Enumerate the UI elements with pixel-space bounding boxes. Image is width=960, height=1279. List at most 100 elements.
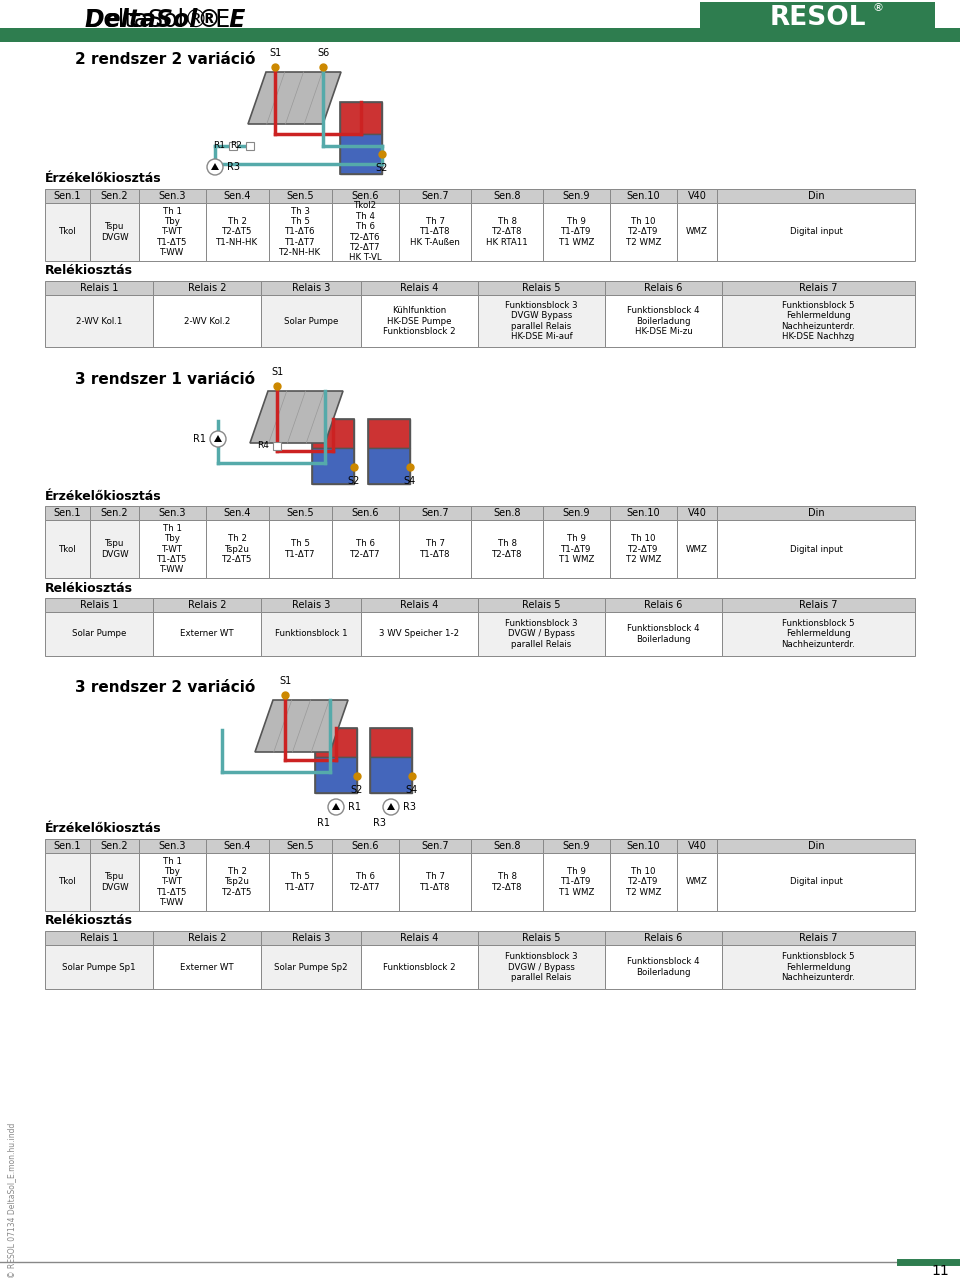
Bar: [45, 931, 153, 945]
Bar: [340, 134, 382, 174]
Bar: [153, 945, 261, 989]
Bar: [478, 281, 605, 295]
Text: Sen.3: Sen.3: [158, 191, 186, 201]
Text: V40: V40: [687, 842, 707, 851]
Text: Tspu
DVGW: Tspu DVGW: [101, 223, 129, 242]
Text: Th 9
T1-ΔT9
T1 WMZ: Th 9 T1-ΔT9 T1 WMZ: [559, 867, 594, 897]
Bar: [332, 521, 399, 578]
Bar: [605, 931, 722, 945]
Bar: [45, 506, 90, 521]
Text: Relais 2: Relais 2: [188, 283, 227, 293]
Text: Externer WT: Externer WT: [180, 629, 234, 638]
Text: R1: R1: [348, 802, 361, 812]
Text: Funktionsblock 2: Funktionsblock 2: [383, 963, 456, 972]
Text: Tspu
DVGW: Tspu DVGW: [101, 872, 129, 891]
Text: Th 6
T2-ΔT7: Th 6 T2-ΔT7: [350, 540, 381, 559]
Text: 2-WV Kol.1: 2-WV Kol.1: [76, 316, 122, 325]
Text: Solar Pumpe: Solar Pumpe: [72, 629, 126, 638]
Bar: [45, 839, 90, 853]
Bar: [206, 839, 269, 853]
Bar: [269, 521, 332, 578]
Bar: [139, 203, 206, 261]
Bar: [399, 853, 471, 911]
Text: Relékiosztás: Relékiosztás: [45, 582, 133, 595]
Text: Kühlfunktion
HK-DSE Pumpe
Funktionsblock 2: Kühlfunktion HK-DSE Pumpe Funktionsblock…: [383, 306, 456, 336]
Bar: [45, 599, 153, 611]
Bar: [677, 521, 717, 578]
Bar: [677, 506, 717, 521]
Bar: [45, 521, 90, 578]
Bar: [261, 281, 361, 295]
Text: DeltaSol® E: DeltaSol® E: [85, 8, 246, 32]
Text: Din: Din: [807, 842, 825, 851]
Text: R1: R1: [213, 142, 225, 151]
Text: 3 rendszer 1 variáció: 3 rendszer 1 variáció: [75, 371, 255, 386]
Polygon shape: [387, 803, 395, 810]
Bar: [269, 203, 332, 261]
Text: Sen.5: Sen.5: [287, 508, 314, 518]
Text: Din: Din: [807, 508, 825, 518]
Bar: [139, 853, 206, 911]
Text: Tspu
DVGW: Tspu DVGW: [101, 540, 129, 559]
Text: S2: S2: [375, 162, 388, 173]
Bar: [261, 611, 361, 656]
Text: Th 7
T1-ΔT8: Th 7 T1-ΔT8: [420, 540, 450, 559]
Bar: [610, 203, 677, 261]
Text: Th 3
Th 5
T1-ΔT6
T1-ΔT7
T2-NH-HK: Th 3 Th 5 T1-ΔT6 T1-ΔT7 T2-NH-HK: [279, 207, 322, 257]
Text: Funktionsblock 4
Boilerladung
HK-DSE Mi-zu: Funktionsblock 4 Boilerladung HK-DSE Mi-…: [627, 306, 700, 336]
Text: S1: S1: [278, 677, 291, 686]
Text: Sen.4: Sen.4: [224, 842, 252, 851]
Text: Relékiosztás: Relékiosztás: [45, 265, 133, 278]
Bar: [312, 420, 354, 448]
Text: Érzékelőkiosztás: Érzékelőkiosztás: [45, 822, 161, 835]
Bar: [361, 945, 478, 989]
Bar: [45, 945, 153, 989]
Text: Relais 5: Relais 5: [522, 932, 561, 943]
Text: Funktionsblock 3
DVGW / Bypass
parallel Relais: Funktionsblock 3 DVGW / Bypass parallel …: [505, 952, 578, 982]
Text: Relékiosztás: Relékiosztás: [45, 914, 133, 927]
Text: Funktionsblock 3
DVGW / Bypass
parallel Relais: Funktionsblock 3 DVGW / Bypass parallel …: [505, 619, 578, 648]
Bar: [315, 757, 357, 793]
Text: Relais 2: Relais 2: [188, 600, 227, 610]
Text: Funktionsblock 5
Fehlermeldung
Nachheizunterdr.: Funktionsblock 5 Fehlermeldung Nachheizu…: [781, 952, 855, 982]
Text: Sen.9: Sen.9: [563, 842, 590, 851]
Bar: [471, 506, 543, 521]
Text: Relais 7: Relais 7: [800, 932, 838, 943]
Bar: [261, 931, 361, 945]
Text: Th 5
T1-ΔT7: Th 5 T1-ΔT7: [285, 540, 316, 559]
Bar: [332, 839, 399, 853]
Bar: [605, 281, 722, 295]
Text: Relais 6: Relais 6: [644, 932, 683, 943]
Text: Relais 3: Relais 3: [292, 600, 330, 610]
Bar: [315, 728, 357, 793]
Text: Digital input: Digital input: [789, 228, 843, 237]
Bar: [45, 189, 90, 203]
Text: S2: S2: [348, 476, 360, 486]
Bar: [478, 611, 605, 656]
Bar: [153, 931, 261, 945]
Bar: [368, 448, 410, 483]
Bar: [478, 599, 605, 611]
Text: S4: S4: [404, 476, 416, 486]
Bar: [722, 931, 915, 945]
Bar: [471, 839, 543, 853]
Bar: [677, 853, 717, 911]
Bar: [45, 611, 153, 656]
Text: Érzékelőkiosztás: Érzékelőkiosztás: [45, 490, 161, 503]
Text: R2: R2: [230, 142, 242, 151]
Text: Th 2
T2-ΔT5
T1-NH-HK: Th 2 T2-ΔT5 T1-NH-HK: [216, 217, 258, 247]
Bar: [722, 281, 915, 295]
Bar: [206, 189, 269, 203]
Bar: [139, 839, 206, 853]
Text: Sen.9: Sen.9: [563, 191, 590, 201]
Polygon shape: [248, 72, 341, 124]
Text: Funktionsblock 4
Boilerladung: Funktionsblock 4 Boilerladung: [627, 624, 700, 643]
Bar: [0, 28, 960, 42]
Bar: [543, 189, 610, 203]
Text: Relais 1: Relais 1: [80, 600, 118, 610]
Text: Th 1
Tby
T-WT
T1-ΔT5
T-WW: Th 1 Tby T-WT T1-ΔT5 T-WW: [157, 857, 188, 907]
Text: Digital input: Digital input: [789, 877, 843, 886]
Bar: [722, 945, 915, 989]
Text: R4: R4: [257, 441, 269, 450]
Text: Th 2
Tsp2u
T2-ΔT5: Th 2 Tsp2u T2-ΔT5: [223, 867, 252, 897]
